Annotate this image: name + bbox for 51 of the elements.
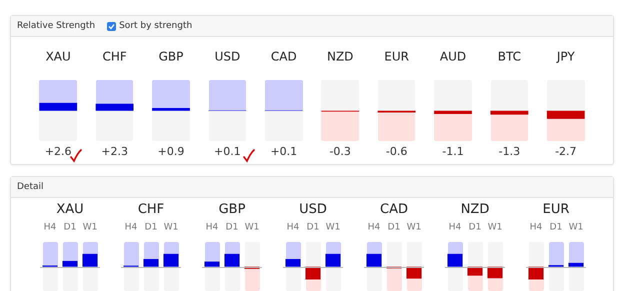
x-tick-label: D1 bbox=[226, 222, 238, 232]
chart-title: Relative Strength bbox=[17, 21, 96, 31]
x-tick-label: D1 bbox=[550, 222, 562, 232]
data-label: -0.3 bbox=[329, 144, 351, 158]
x-tick-label: NZD bbox=[326, 49, 354, 64]
x-tick-label: W1 bbox=[82, 222, 98, 232]
x-tick-label: D1 bbox=[64, 222, 76, 232]
data-label: -1.3 bbox=[498, 144, 520, 158]
x-tick-label: H4 bbox=[368, 222, 381, 232]
x-tick-label: W1 bbox=[244, 222, 260, 232]
x-tick-label: W1 bbox=[488, 222, 502, 232]
x-tick-label: D1 bbox=[468, 222, 482, 232]
x-tick-label: JPY bbox=[556, 49, 576, 64]
data-label: -2.7 bbox=[555, 144, 577, 158]
data-label: +2.3 bbox=[101, 144, 128, 158]
x-tick-label: W1 bbox=[406, 222, 422, 232]
data-label: +0.1 bbox=[270, 144, 298, 158]
x-tick-label: CHF bbox=[102, 49, 127, 64]
x-tick-label: H4 bbox=[124, 222, 138, 232]
x-tick-label: D1 bbox=[144, 222, 158, 232]
x-tick-label: H4 bbox=[44, 222, 57, 232]
x-tick-label: BTC bbox=[498, 49, 522, 64]
x-tick-label: W1 bbox=[164, 222, 178, 232]
data-label: +2.6 bbox=[44, 144, 72, 158]
text: Sort by strength bbox=[119, 21, 192, 31]
text: Detail bbox=[17, 182, 44, 192]
x-tick-label: D1 bbox=[388, 222, 400, 232]
x-tick-label: GBP bbox=[158, 49, 184, 64]
data-label: -1.1 bbox=[442, 144, 464, 158]
x-tick-label: H4 bbox=[206, 222, 219, 232]
x-tick-label: H4 bbox=[448, 222, 462, 232]
data-label: +0.1 bbox=[214, 144, 241, 158]
x-tick-label: W1 bbox=[326, 222, 340, 232]
chart-title: EUR bbox=[542, 202, 570, 218]
data-label: +0.9 bbox=[158, 144, 184, 158]
x-tick-label: W1 bbox=[568, 222, 584, 232]
chart-title: CHF bbox=[138, 202, 164, 218]
x-tick-label: XAU bbox=[46, 49, 71, 64]
x-tick-label: EUR bbox=[384, 49, 409, 64]
x-tick-label: CAD bbox=[270, 49, 297, 64]
chart-title: CAD bbox=[380, 202, 408, 218]
chart-title: XAU bbox=[56, 202, 84, 218]
chart-title: NZD bbox=[460, 202, 490, 218]
x-tick-label: D1 bbox=[306, 222, 320, 232]
x-tick-label: USD bbox=[214, 49, 240, 64]
x-tick-label: AUD bbox=[440, 49, 466, 64]
chart-title: USD bbox=[299, 202, 327, 218]
data-label: -0.6 bbox=[386, 144, 408, 158]
x-tick-label: H4 bbox=[286, 222, 300, 232]
x-tick-label: H4 bbox=[530, 222, 543, 232]
chart-title: GBP bbox=[218, 202, 246, 218]
